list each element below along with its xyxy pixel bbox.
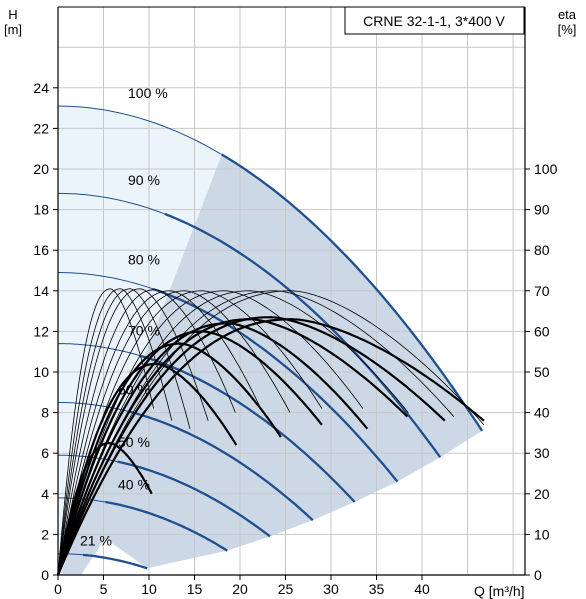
speed-curve-thin — [58, 343, 142, 357]
y-tick-label: 20 — [33, 161, 49, 177]
efficiency-curve — [56, 318, 409, 576]
y-tick-label: 2 — [41, 526, 49, 542]
eta-tick-label: 80 — [534, 242, 550, 258]
y-tick-label: 0 — [41, 567, 49, 583]
speed-curve-bold — [164, 212, 442, 458]
y-tick-label: 18 — [33, 202, 49, 218]
efficiency-curve — [56, 362, 238, 576]
speed-curve-label: 21 % — [80, 533, 112, 549]
x-axis-label: Q [m³/h] — [474, 583, 525, 599]
efficiency-curve — [57, 288, 154, 576]
speed-curve-thin — [58, 192, 166, 215]
eta-tick-label: 100 — [534, 161, 558, 177]
eta-axis-name: eta — [558, 7, 577, 22]
efficiency-curve — [57, 290, 291, 576]
y-tick-label: 8 — [41, 405, 49, 421]
y-tick-label: 16 — [33, 242, 49, 258]
eta-tick-label: 30 — [534, 445, 550, 461]
chart-title: CRNE 32-1-1, 3*400 V — [363, 13, 505, 29]
speed-curve-thin — [58, 272, 154, 290]
title-box — [344, 6, 525, 35]
speed-curve-bold — [128, 410, 314, 522]
efficiency-curve — [56, 318, 485, 576]
x-tick-label: 35 — [369, 581, 385, 597]
efficiency-curve — [56, 316, 446, 576]
speed-curve-bold — [82, 553, 148, 570]
efficiency-curve — [57, 290, 409, 576]
eta-tick-label: 20 — [534, 486, 550, 502]
speed-curve-bold — [221, 153, 484, 432]
y-tick-label: 4 — [41, 486, 49, 502]
eta-tick-label: 50 — [534, 364, 550, 380]
efficiency-curve — [56, 342, 282, 576]
efficiency-curve — [57, 288, 209, 576]
x-tick-label: 20 — [232, 581, 248, 597]
eta-tick-label: 10 — [534, 526, 550, 542]
efficiency-curves — [56, 288, 485, 576]
x-tick-label: 5 — [100, 581, 108, 597]
speed-curve-label: 90 % — [128, 172, 160, 188]
y-tick-label: 14 — [33, 283, 49, 299]
speed-curve-bold — [105, 500, 228, 552]
speed-curve-label: 50 % — [118, 434, 150, 450]
speed-curve-bold — [140, 354, 356, 503]
tick-labels: 0 5 10 15 20 25 30 35 40024681012141618202224010… — [33, 80, 557, 597]
x-tick-label: 40 — [414, 581, 430, 597]
speed-curve-label: 40 % — [118, 477, 150, 493]
efficiency-curve — [57, 288, 191, 576]
x-tick-label: 10 — [141, 581, 157, 597]
eta-tick-label: 60 — [534, 323, 550, 339]
y-tick-label: 12 — [33, 323, 49, 339]
speed-curve-bold — [152, 287, 399, 483]
x-tick-label: 25 — [278, 581, 294, 597]
y-tick-label: 10 — [33, 364, 49, 380]
efficiency-curve — [56, 442, 153, 576]
speed-curve-label: 100 % — [128, 85, 168, 101]
eta-tick-label: 0 — [534, 567, 542, 583]
speed-curve-label: 80 % — [128, 251, 160, 267]
eta-tick-label: 70 — [534, 283, 550, 299]
y-tick-label: 24 — [33, 80, 49, 96]
efficiency-curve — [57, 290, 264, 576]
y-tick-label: 22 — [33, 120, 49, 136]
x-tick-label: 30 — [323, 581, 339, 597]
eta-tick-label: 90 — [534, 202, 550, 218]
efficiency-curve — [56, 322, 369, 576]
y-axis-name: H — [8, 7, 17, 22]
x-tick-label: 0 — [54, 581, 62, 597]
speed-curve-thin — [58, 105, 223, 155]
x-tick-label: 15 — [187, 581, 203, 597]
y-tick-label: 6 — [41, 445, 49, 461]
efficiency-curve — [57, 290, 485, 576]
y-axis-unit: [m] — [4, 22, 22, 37]
efficiency-curve — [57, 290, 364, 576]
speed-curve-bold — [117, 460, 271, 538]
eta-tick-label: 40 — [534, 405, 550, 421]
eta-axis-unit: [%] — [558, 22, 577, 37]
